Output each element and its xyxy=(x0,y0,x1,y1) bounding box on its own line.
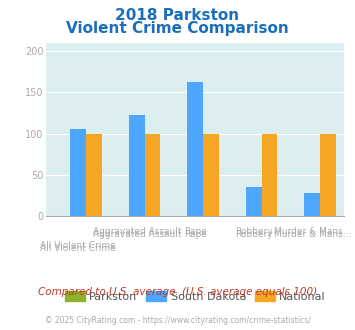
Text: Compared to U.S. average. (U.S. average equals 100): Compared to U.S. average. (U.S. average … xyxy=(38,287,317,297)
Text: Rape: Rape xyxy=(184,227,207,236)
Text: © 2025 CityRating.com - https://www.cityrating.com/crime-statistics/: © 2025 CityRating.com - https://www.city… xyxy=(45,316,310,325)
Bar xyxy=(187,82,203,216)
Text: Aggravated Assault: Aggravated Assault xyxy=(93,230,181,239)
Bar xyxy=(145,134,160,216)
Bar xyxy=(246,187,262,216)
Bar xyxy=(304,193,320,216)
Text: Aggravated Assault: Aggravated Assault xyxy=(93,227,181,236)
Bar xyxy=(129,115,145,216)
Text: Robbery: Robbery xyxy=(235,227,273,236)
Text: Murder & Mans...: Murder & Mans... xyxy=(273,227,351,236)
Bar xyxy=(86,134,102,216)
Bar xyxy=(262,134,277,216)
Text: Rape: Rape xyxy=(184,230,207,239)
Text: Violent Crime Comparison: Violent Crime Comparison xyxy=(66,21,289,36)
Text: Murder & Mans...: Murder & Mans... xyxy=(273,230,351,239)
Text: Robbery: Robbery xyxy=(235,230,273,239)
Bar xyxy=(203,134,219,216)
Bar xyxy=(320,134,336,216)
Legend: Parkston, South Dakota, National: Parkston, South Dakota, National xyxy=(65,291,326,302)
Text: All Violent Crime: All Violent Crime xyxy=(40,241,116,250)
Text: 2018 Parkston: 2018 Parkston xyxy=(115,8,240,23)
Bar xyxy=(70,129,86,216)
Text: All Violent Crime: All Violent Crime xyxy=(40,244,116,253)
